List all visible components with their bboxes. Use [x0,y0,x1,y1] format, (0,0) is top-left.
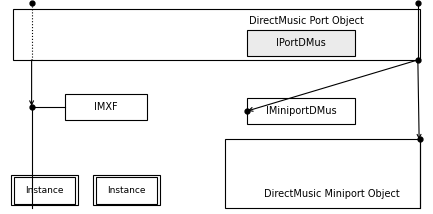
Bar [96,177,157,204]
Bar [14,177,75,204]
Text: IMXF: IMXF [94,102,118,112]
Text: DirectMusic Port Object: DirectMusic Port Object [249,16,363,26]
Text: IPortDMus: IPortDMus [276,38,326,48]
Bar [225,139,420,208]
Bar [11,175,78,205]
Text: Instance: Instance [107,186,146,195]
Text: IMiniportDMus: IMiniportDMus [265,106,336,116]
Bar [247,98,355,124]
Text: Instance: Instance [25,186,64,195]
Bar [247,30,355,56]
Bar [65,94,147,120]
Bar [13,9,420,60]
Text: DirectMusic Miniport Object: DirectMusic Miniport Object [265,189,400,199]
Bar [93,175,160,205]
